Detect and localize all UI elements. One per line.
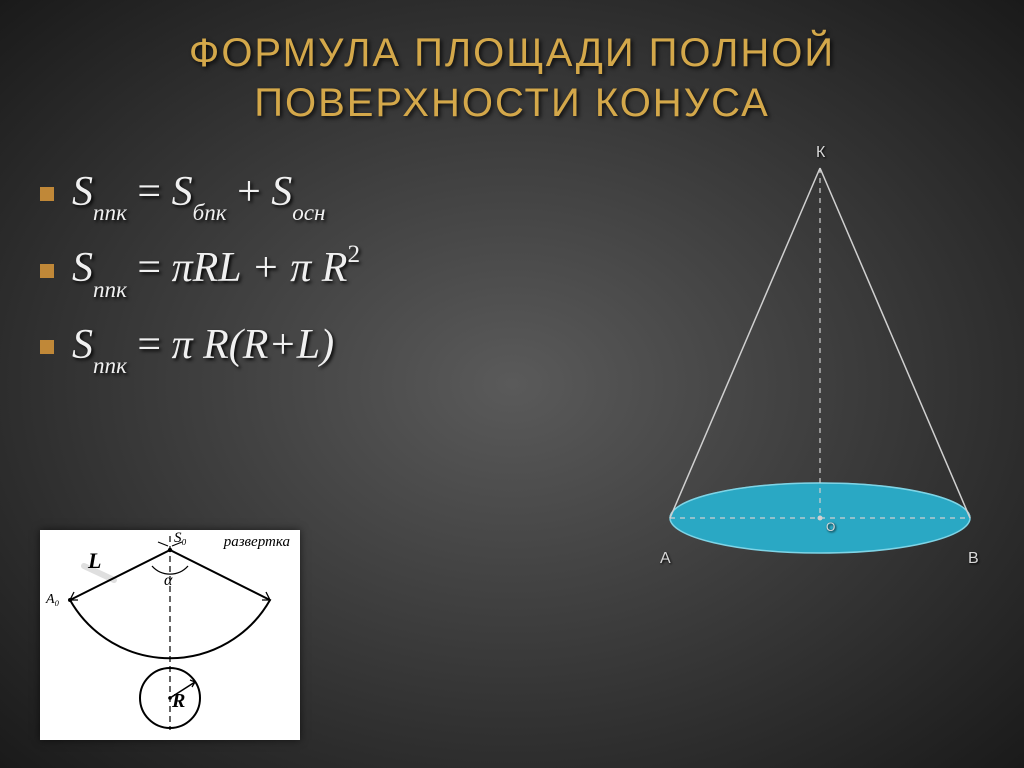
S0-label: S₀	[174, 530, 187, 547]
right-label: В	[968, 550, 979, 568]
f3-lhs-sub: ппк	[93, 352, 127, 378]
f2-lhs-sub: ппк	[93, 276, 127, 302]
bullet-icon	[40, 187, 54, 201]
formula-1: Sппк = Sбпк + Sосн	[40, 168, 600, 220]
left-label: А	[660, 550, 671, 568]
f2-lhs-sym: S	[72, 245, 93, 291]
title-line-2: ПОВЕРХНОСТИ КОНУСА	[0, 78, 1024, 128]
center-label: О	[826, 520, 835, 534]
formula-3: Sппк = π R(R+L)	[40, 321, 600, 373]
f1-lhs-sub: ппк	[93, 199, 127, 225]
bullet-icon	[40, 264, 54, 278]
f1-t1-sym: S	[172, 169, 193, 215]
title-line-1: ФОРМУЛА ПЛОЩАДИ ПОЛНОЙ	[0, 28, 1024, 78]
R-label: R	[172, 690, 185, 713]
f1-plus: +	[227, 169, 272, 215]
f2-rhs-a: πRL + π R	[172, 245, 348, 291]
f3-rhs: π R(R+L)	[172, 322, 335, 368]
f1-t2-sub: осн	[292, 199, 325, 225]
bullet-icon	[40, 340, 54, 354]
inset-title: развертка	[224, 534, 290, 551]
formula-2: Sппк = πRL + π R2	[40, 244, 600, 296]
f1-t2-sym: S	[271, 169, 292, 215]
f1-eq: =	[127, 169, 172, 215]
L-label: L	[88, 548, 101, 574]
unfolding-inset: развертка L α S₀ A₀ R	[40, 530, 300, 740]
f3-eq: =	[127, 322, 172, 368]
cone-diagram: К А В О	[640, 158, 1000, 598]
f2-eq: =	[127, 245, 172, 291]
f3-lhs-sym: S	[72, 322, 93, 368]
alpha-label: α	[164, 572, 172, 590]
formulas-block: Sппк = Sбпк + Sосн Sппк = πRL + π R2 Sпп…	[40, 168, 600, 397]
A0-label: A₀	[46, 592, 59, 608]
apex-label: К	[816, 144, 825, 162]
f2-sup: 2	[347, 241, 360, 268]
f1-lhs-sym: S	[72, 169, 93, 215]
f1-t1-sub: бпк	[193, 199, 227, 225]
